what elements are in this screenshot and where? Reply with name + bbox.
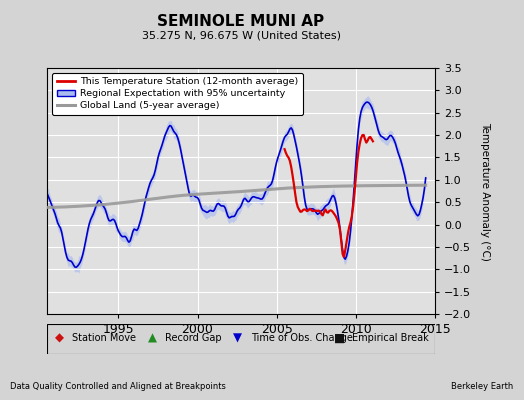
Text: Station Move: Station Move — [72, 334, 136, 343]
Text: Time of Obs. Change: Time of Obs. Change — [250, 334, 353, 343]
Text: 35.275 N, 96.675 W (United States): 35.275 N, 96.675 W (United States) — [141, 31, 341, 41]
Text: SEMINOLE MUNI AP: SEMINOLE MUNI AP — [158, 14, 324, 29]
Text: ■: ■ — [334, 332, 345, 345]
Text: Data Quality Controlled and Aligned at Breakpoints: Data Quality Controlled and Aligned at B… — [10, 382, 226, 391]
Text: ▲: ▲ — [148, 332, 157, 345]
Text: Empirical Break: Empirical Break — [352, 334, 428, 343]
Text: ▼: ▼ — [233, 332, 242, 345]
Text: ◆: ◆ — [55, 332, 64, 345]
Legend: This Temperature Station (12-month average), Regional Expectation with 95% uncer: This Temperature Station (12-month avera… — [52, 73, 303, 115]
Text: Record Gap: Record Gap — [166, 334, 222, 343]
Y-axis label: Temperature Anomaly (°C): Temperature Anomaly (°C) — [481, 122, 490, 260]
Text: Berkeley Earth: Berkeley Earth — [451, 382, 514, 391]
